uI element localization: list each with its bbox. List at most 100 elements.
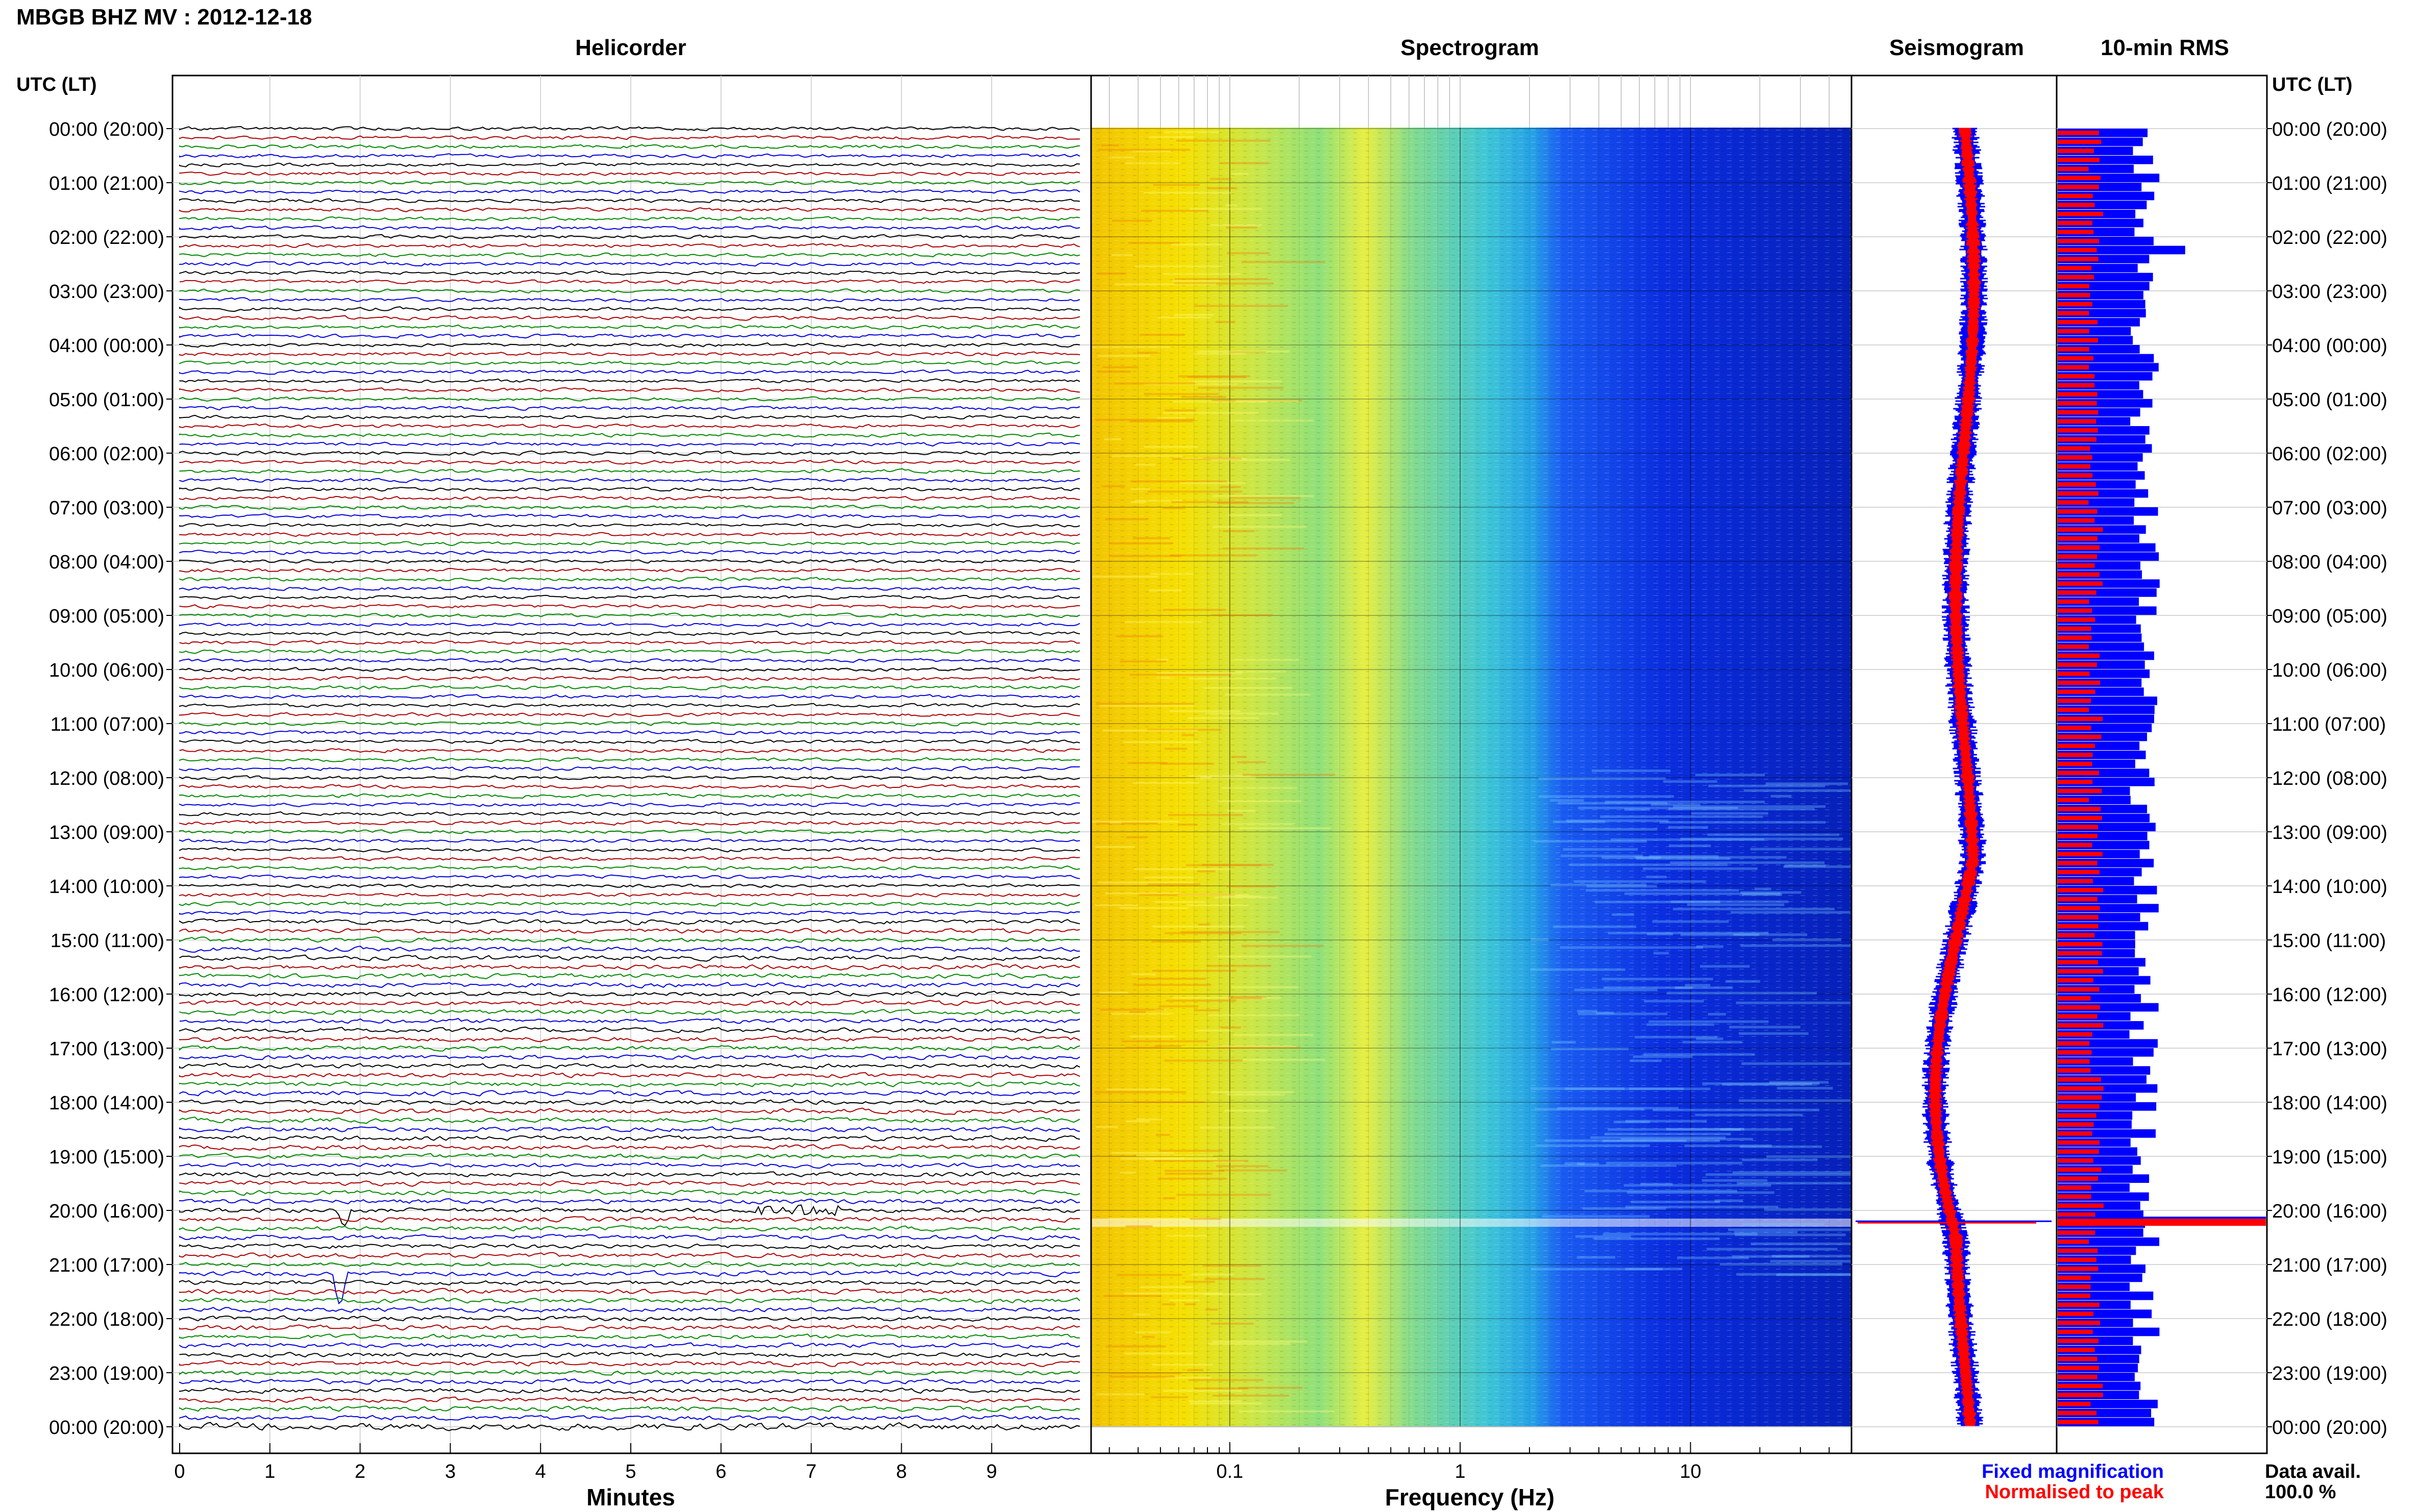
spectrogram-streak: [1575, 1235, 1632, 1238]
spectrogram-streak: [1129, 674, 1231, 676]
rms-bar-normalised: [2058, 1032, 2092, 1037]
spectrogram-streak: [1166, 999, 1237, 1002]
spectrogram-streak: [1742, 1223, 1824, 1226]
rms-bar-normalised: [2058, 554, 2097, 559]
time-label-left: 08:00 (04:00): [49, 552, 164, 573]
helicorder-trace: [179, 1378, 1080, 1385]
spectrogram-streak: [1650, 803, 1700, 806]
time-label-left: 03:00 (23:00): [49, 281, 164, 303]
spectrogram-streak: [1218, 1045, 1296, 1048]
spectrogram-streak: [1200, 1126, 1275, 1129]
helicorder-trace: [179, 847, 1080, 853]
rms-bar-normalised: [2058, 563, 2095, 568]
rms-bar-normalised: [2058, 1284, 2091, 1289]
spectrogram-streak: [1772, 938, 1841, 941]
time-label-left: 10:00 (06:00): [49, 660, 164, 681]
spectrogram-streak: [1174, 314, 1214, 316]
spectrogram-streak: [1178, 375, 1250, 378]
rms-bar-normalised: [2058, 771, 2099, 775]
helicorder-trace: [179, 694, 1080, 699]
spectrogram-streak: [1736, 1273, 1859, 1276]
spectrogram-streak: [1534, 840, 1647, 843]
helicorder-trace: [179, 721, 1080, 727]
helicorder-x-tick-label: 2: [355, 1461, 365, 1482]
helicorder-trace: [179, 1370, 1080, 1376]
time-label-right: 18:00 (14:00): [2272, 1093, 2387, 1114]
rms-bar-normalised: [2058, 978, 2093, 983]
spectrogram-streak: [1119, 907, 1188, 909]
spectrogram-streak: [1097, 881, 1194, 884]
spectrogram-streak: [1633, 1055, 1693, 1058]
spectrogram-streak: [1142, 1335, 1155, 1338]
helicorder-trace: [179, 468, 1080, 475]
spectrogram-streak: [1156, 417, 1186, 419]
spectrogram-streak: [1092, 821, 1179, 823]
spectrogram-streak: [1177, 824, 1198, 826]
time-label-right: 08:00 (04:00): [2272, 552, 2387, 573]
spectrogram-streak: [1134, 265, 1223, 268]
rms-bar-normalised: [2058, 293, 2090, 298]
spectrogram-streak: [1600, 815, 1763, 818]
rms-bar-normalised: [2058, 1068, 2091, 1073]
spectrogram-streak: [1149, 136, 1195, 138]
spectrogram-streak: [1663, 780, 1717, 783]
spectrogram-streak: [1207, 1014, 1300, 1017]
spectrogram-streak: [1744, 789, 1910, 792]
time-axis-header-left: UTC (LT): [16, 74, 97, 95]
spectrogram-streak: [1109, 555, 1182, 557]
rms-bar-normalised: [2058, 662, 2097, 667]
rms-bar-normalised: [2058, 572, 2100, 577]
spectrogram-streak: [1095, 418, 1195, 421]
spectrogram-streak: [1624, 808, 1650, 811]
spectrogram-streak: [1212, 1341, 1307, 1343]
helicorder-trace: [179, 1162, 1080, 1169]
spectrogram-streak: [1682, 1040, 1742, 1044]
helicorder-trace: [179, 946, 1080, 953]
helicorder-trace: [179, 1252, 1080, 1259]
rms-bar-normalised: [2058, 1086, 2104, 1091]
rms-bar-normalised: [2058, 392, 2097, 396]
spectrogram-streak: [1646, 1023, 1715, 1026]
spectrogram-streak: [1172, 401, 1268, 403]
rms-bar-normalised: [2058, 608, 2092, 613]
spectrogram-streak: [1666, 1128, 1745, 1131]
helicorder-x-tick-label: 7: [806, 1461, 817, 1482]
rms-bar-normalised: [2058, 419, 2096, 424]
spectrogram-streak: [1603, 986, 1733, 989]
spectrogram-streak: [1163, 609, 1226, 611]
spectrogram-streak: [1125, 621, 1202, 624]
spectrogram-streak: [1670, 861, 1825, 864]
spectrogram-streak: [1106, 1088, 1172, 1090]
helicorder-trace: [179, 558, 1080, 564]
rms-bar-normalised: [2058, 401, 2097, 406]
rms-bar-normalised: [2058, 788, 2102, 794]
spectrogram-streak: [1625, 1268, 1683, 1271]
time-label-right: 12:00 (08:00): [2272, 768, 2387, 789]
spectrogram-streak: [1550, 799, 1584, 802]
spectrogram-streak: [1128, 242, 1180, 244]
spectrogram-streak: [1163, 507, 1186, 509]
spectrogram-streak: [1731, 911, 1850, 914]
spectrogram-title: Spectrogram: [1400, 35, 1539, 60]
time-label-right: 01:00 (21:00): [2272, 173, 2387, 194]
helicorder-trace: [179, 676, 1080, 681]
spectrogram-streak: [1172, 280, 1221, 282]
helicorder-trace: [179, 1261, 1080, 1269]
helicorder-trace: [179, 928, 1080, 934]
spectrogram-streak: [1148, 589, 1182, 592]
spectrogram-streak: [1696, 945, 1723, 948]
helicorder-trace: [179, 1107, 1080, 1115]
spectrogram-streak: [1155, 901, 1206, 903]
spectrogram-streak: [1241, 945, 1324, 947]
spectrogram-x-tick-label: 0.1: [1216, 1461, 1243, 1482]
time-label-left: 01:00 (21:00): [49, 173, 164, 194]
spectrogram-streak: [1677, 1256, 1749, 1259]
helicorder-x-tick-label: 6: [715, 1461, 726, 1482]
helicorder-trace: [179, 1270, 1080, 1305]
spectrogram-streak: [1542, 1215, 1650, 1218]
helicorder-trace: [179, 918, 1080, 925]
helicorder-trace: [179, 685, 1080, 690]
spectrogram-streak: [1190, 1218, 1221, 1220]
spectrogram-streak: [1170, 554, 1257, 557]
helicorder-trace: [179, 1324, 1080, 1331]
